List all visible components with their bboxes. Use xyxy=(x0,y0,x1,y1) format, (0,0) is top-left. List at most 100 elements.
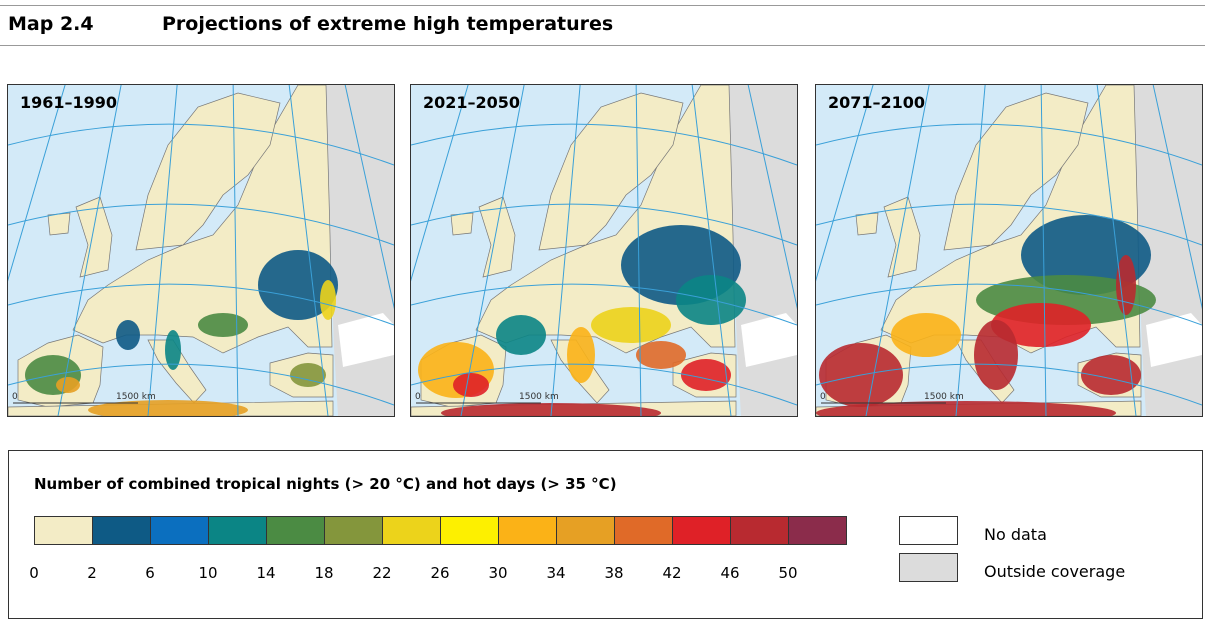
tick-label: 26 xyxy=(430,564,450,582)
map-image: 0 1500 km xyxy=(816,85,1202,416)
color-swatch xyxy=(789,517,846,544)
graticule-line xyxy=(955,85,986,416)
page-title: Projections of extreme high temperatures xyxy=(162,13,614,35)
no-data-label: No data xyxy=(984,525,1047,544)
graticule-line xyxy=(1040,85,1047,416)
graticule-line xyxy=(550,85,581,416)
color-swatch xyxy=(35,517,93,544)
graticule-line xyxy=(691,85,732,416)
tick-label: 18 xyxy=(314,564,334,582)
value-region xyxy=(591,307,671,343)
graticule-line xyxy=(635,85,642,416)
no-data-area xyxy=(741,313,797,367)
land-area xyxy=(47,212,71,236)
graticule-line xyxy=(8,283,394,326)
value-region xyxy=(681,359,731,391)
graticule-line xyxy=(1152,85,1202,310)
tick-label: 38 xyxy=(604,564,624,582)
tick-label: 10 xyxy=(198,564,218,582)
graticule-line xyxy=(865,85,930,416)
value-region xyxy=(991,303,1091,347)
map-image: 0 1500 km xyxy=(411,85,797,416)
outside-coverage-swatch xyxy=(899,553,958,582)
top-rule xyxy=(0,5,1205,6)
graticule-line xyxy=(816,203,1202,246)
value-region xyxy=(56,377,80,393)
map-panel-2071-2100: 0 1500 km 2071–2100 xyxy=(815,84,1203,417)
legend: Number of combined tropical nights (> 20… xyxy=(8,450,1203,619)
value-region xyxy=(320,280,336,320)
map-panel-1961-1990: 0 1500 km 1961–1990 xyxy=(7,84,395,417)
scale-zero: 0 xyxy=(820,392,826,402)
tick-label: 50 xyxy=(778,564,798,582)
land-area xyxy=(943,92,1089,251)
scale-label: 1500 km xyxy=(519,392,559,402)
tick-label: 22 xyxy=(372,564,392,582)
scale-label: 1500 km xyxy=(924,392,964,402)
color-swatch xyxy=(441,517,499,544)
graticule-line xyxy=(411,85,469,282)
graticule-line xyxy=(288,85,329,416)
color-swatch xyxy=(383,517,441,544)
color-swatch xyxy=(267,517,325,544)
graticule-line xyxy=(1096,85,1137,416)
color-swatch xyxy=(325,517,383,544)
graticule-line xyxy=(411,283,797,326)
color-swatch xyxy=(731,517,789,544)
scale-label: 1500 km xyxy=(116,392,156,402)
land-area xyxy=(135,92,281,251)
value-region xyxy=(1116,255,1136,315)
graticule-line xyxy=(411,123,797,166)
color-swatch xyxy=(673,517,731,544)
value-region xyxy=(441,403,661,416)
tick-label: 2 xyxy=(87,564,97,582)
graticule-line xyxy=(747,85,797,310)
no-data-area xyxy=(1146,313,1202,367)
color-swatch xyxy=(499,517,557,544)
tick-label: 46 xyxy=(720,564,740,582)
scale-zero: 0 xyxy=(415,392,421,402)
value-region xyxy=(567,327,595,383)
map-number: Map 2.4 xyxy=(8,13,94,35)
tick-label: 42 xyxy=(662,564,682,582)
period-label: 1961–1990 xyxy=(20,93,118,112)
value-region xyxy=(453,373,489,397)
period-label: 2071–2100 xyxy=(828,93,926,112)
value-region xyxy=(816,401,1116,416)
land-area xyxy=(855,212,879,236)
scale-zero: 0 xyxy=(12,392,18,402)
tick-label: 14 xyxy=(256,564,276,582)
land-area xyxy=(450,212,474,236)
graticule-line xyxy=(816,85,874,282)
value-region xyxy=(636,341,686,369)
value-region xyxy=(290,363,326,387)
period-label: 2021–2050 xyxy=(423,93,521,112)
legend-title: Number of combined tropical nights (> 20… xyxy=(34,475,617,493)
value-region xyxy=(1081,355,1141,395)
value-region xyxy=(198,313,248,337)
land-area xyxy=(538,92,684,251)
graticule-line xyxy=(8,123,394,166)
outside-coverage-label: Outside coverage xyxy=(984,562,1126,581)
graticule-line xyxy=(460,85,525,416)
graticule-line xyxy=(8,85,66,282)
graticule-line xyxy=(411,203,797,246)
graticule-line xyxy=(816,363,1202,406)
no-data-area xyxy=(338,313,394,367)
graticule-line xyxy=(57,85,122,416)
color-swatch xyxy=(557,517,615,544)
value-region xyxy=(88,400,248,416)
tick-label: 6 xyxy=(145,564,155,582)
color-swatch xyxy=(209,517,267,544)
graticule-line xyxy=(8,203,394,246)
color-swatch xyxy=(93,517,151,544)
graticule-line xyxy=(344,85,394,310)
tick-label: 34 xyxy=(546,564,566,582)
graticule-line xyxy=(232,85,239,416)
map-panel-2021-2050: 0 1500 km 2021–2050 xyxy=(410,84,798,417)
value-region xyxy=(974,320,1018,390)
color-scale xyxy=(34,516,847,545)
value-region xyxy=(496,315,546,355)
value-region xyxy=(116,320,140,350)
graticule-line xyxy=(8,363,394,406)
